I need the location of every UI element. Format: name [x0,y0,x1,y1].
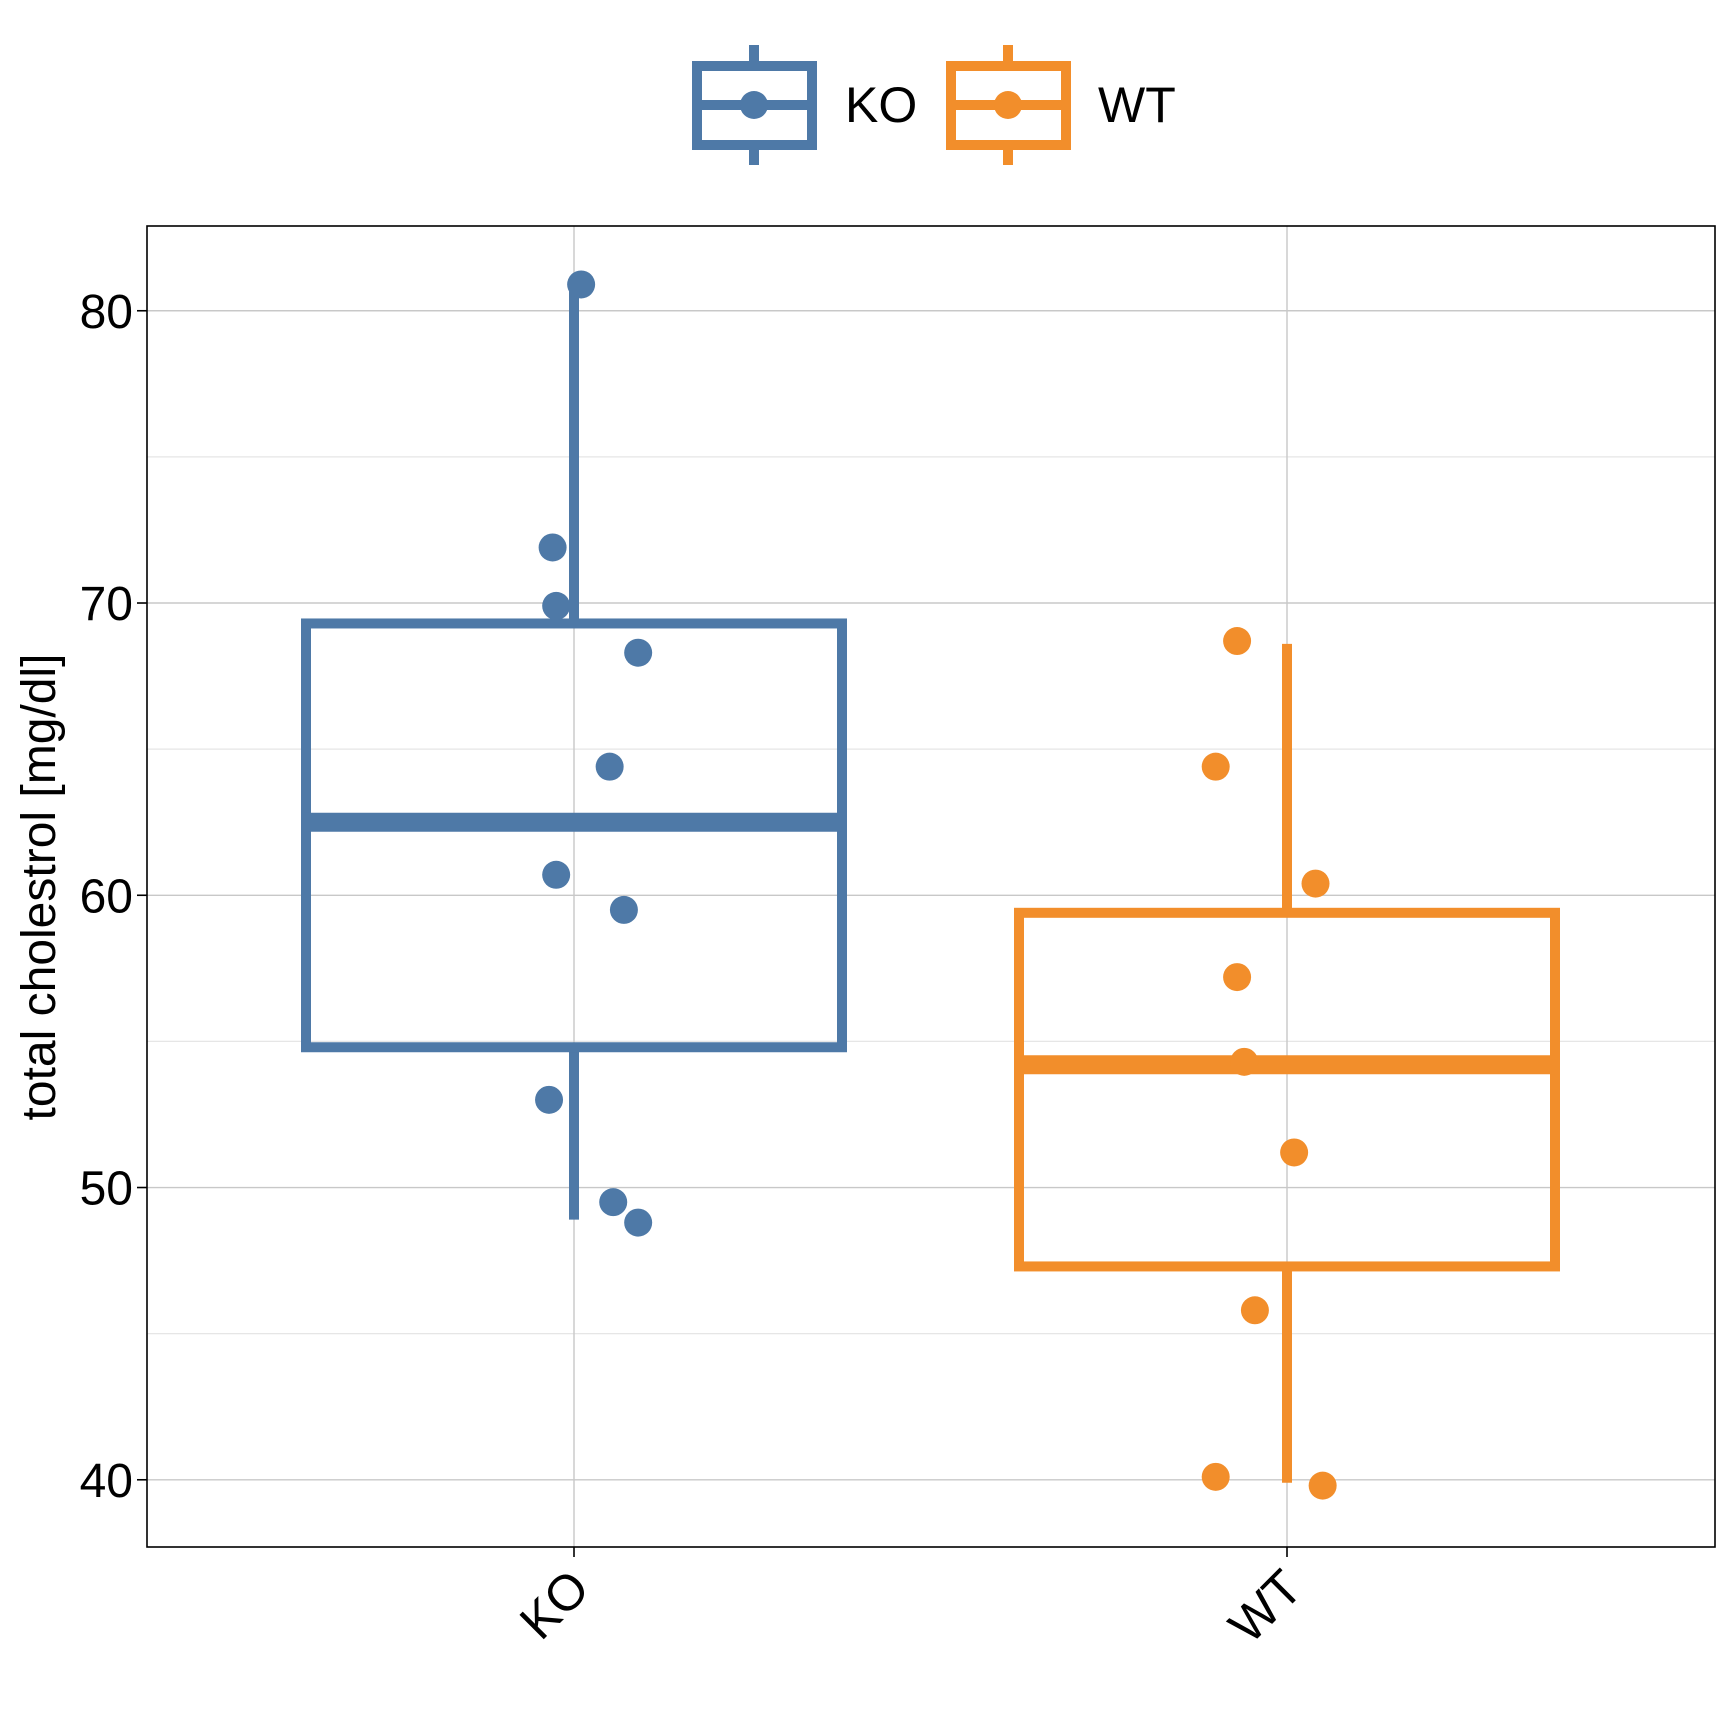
legend-wt-point [994,91,1022,119]
data-point-wt [1223,963,1252,992]
data-point-ko [595,752,624,781]
box-group-ko [301,290,847,1220]
y-tick-label: 70 [80,578,133,631]
data-point-wt [1308,1471,1337,1500]
data-point-ko [538,533,567,562]
y-tick-label: 50 [80,1163,133,1216]
data-point-wt [1280,1138,1309,1167]
data-point-wt [1230,1047,1259,1076]
y-tick-label: 80 [80,286,133,339]
box-group-wt [1014,643,1560,1483]
y-tick-label: 40 [80,1455,133,1508]
data-point-ko [542,860,571,889]
plot-content [301,270,1560,1500]
data-point-wt [1201,1462,1230,1491]
data-point-wt [1240,1296,1269,1325]
legend-label-wt: WT [1098,77,1176,133]
data-point-ko [609,895,638,924]
y-tick-label: 60 [80,870,133,923]
box-iqr [301,618,847,1053]
plot-panel-border [146,225,1716,1548]
legend-ko-point [740,91,768,119]
legend-label-ko: KO [845,77,917,133]
data-point-ko [567,270,596,299]
data-point-ko [542,591,571,620]
data-point-ko [535,1085,564,1114]
data-point-ko [599,1188,628,1217]
data-point-wt [1201,752,1230,781]
legend-item-wt: WT [946,45,1176,165]
data-point-ko [624,1208,653,1237]
data-point-wt [1301,869,1330,898]
box-iqr [1014,907,1560,1272]
y-axis-label: total cholestrol [mg/dl] [13,654,66,1121]
legend: KO WT [692,45,1176,165]
data-point-wt [1223,627,1252,656]
data-point-ko [624,638,653,667]
legend-item-ko: KO [692,45,917,165]
